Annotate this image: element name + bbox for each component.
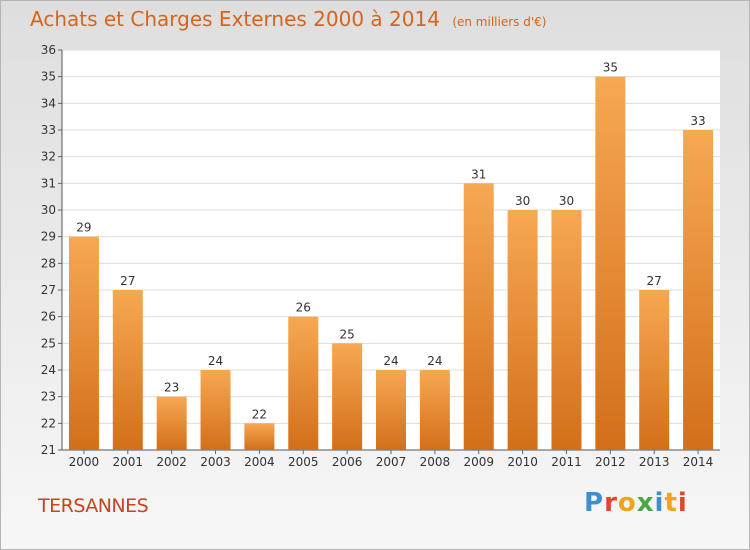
y-tick-label: 30	[41, 203, 56, 217]
chart-title-text: Achats et Charges Externes 2000 à 2014	[30, 7, 440, 31]
logo-letter: x	[636, 488, 655, 518]
x-tick-label: 2003	[200, 455, 231, 469]
y-tick-label: 24	[41, 363, 56, 377]
proxiti-logo: Proxiti	[584, 488, 688, 518]
y-tick-label: 28	[41, 256, 56, 270]
x-tick-label: 2009	[463, 455, 494, 469]
bar	[551, 210, 582, 450]
y-tick-label: 22	[41, 416, 56, 430]
bar	[639, 290, 670, 450]
data-label: 25	[339, 327, 354, 341]
y-tick-label: 36	[41, 43, 56, 57]
chart-unit: (en milliers d'€)	[452, 15, 547, 29]
logo-letter: i	[677, 488, 688, 518]
y-tick-label: 31	[41, 176, 56, 190]
x-tick-label: 2001	[113, 455, 144, 469]
x-tick-label: 2002	[156, 455, 187, 469]
x-tick-label: 2012	[595, 455, 626, 469]
y-tick-label: 34	[41, 96, 56, 110]
y-tick-label: 27	[41, 283, 56, 297]
y-tick-label: 32	[41, 150, 56, 164]
bar	[112, 290, 143, 450]
bar	[376, 370, 406, 450]
data-label: 22	[252, 407, 267, 421]
logo-letter: t	[664, 488, 678, 518]
x-tick-label: 2010	[507, 455, 538, 469]
bar	[156, 396, 187, 450]
data-label: 23	[164, 381, 179, 395]
logo-letter: r	[604, 488, 618, 518]
bar	[683, 130, 714, 450]
data-label: 30	[515, 194, 530, 208]
x-tick-label: 2013	[639, 455, 670, 469]
data-label: 24	[208, 354, 223, 368]
y-tick-label: 26	[41, 310, 56, 324]
logo-letter: P	[584, 488, 605, 518]
town-name: TERSANNES	[38, 495, 149, 517]
x-tick-label: 2007	[376, 455, 407, 469]
y-tick-label: 33	[41, 123, 56, 137]
data-label: 24	[427, 354, 442, 368]
data-label: 33	[690, 114, 705, 128]
x-tick-label: 2014	[683, 455, 714, 469]
y-tick-label: 35	[41, 70, 56, 84]
x-tick-label: 2000	[69, 455, 100, 469]
logo-letter: o	[617, 488, 637, 518]
data-label: 29	[76, 221, 91, 235]
data-label: 26	[296, 301, 311, 315]
bar	[463, 183, 494, 451]
x-tick-label: 2006	[332, 455, 363, 469]
logo-letter: i	[654, 488, 665, 518]
y-tick-label: 23	[41, 390, 56, 404]
bar	[68, 236, 99, 450]
data-label: 27	[647, 274, 662, 288]
data-label: 30	[559, 194, 574, 208]
bar	[419, 370, 450, 450]
x-tick-label: 2008	[420, 455, 451, 469]
chart-title: Achats et Charges Externes 2000 à 2014 (…	[30, 7, 546, 31]
y-tick-label: 29	[41, 230, 56, 244]
y-tick-label: 25	[41, 336, 56, 350]
bar	[332, 343, 363, 450]
data-label: 27	[120, 274, 135, 288]
bar	[507, 210, 538, 450]
bar	[595, 76, 626, 451]
x-tick-label: 2004	[244, 455, 275, 469]
bar	[288, 316, 319, 450]
x-tick-label: 2011	[551, 455, 582, 469]
bar	[200, 370, 231, 450]
bar	[244, 423, 275, 450]
x-tick-label: 2005	[288, 455, 319, 469]
data-label: 31	[471, 167, 486, 181]
data-label: 24	[383, 354, 398, 368]
data-label: 35	[603, 61, 618, 75]
y-tick-label: 21	[41, 443, 56, 457]
